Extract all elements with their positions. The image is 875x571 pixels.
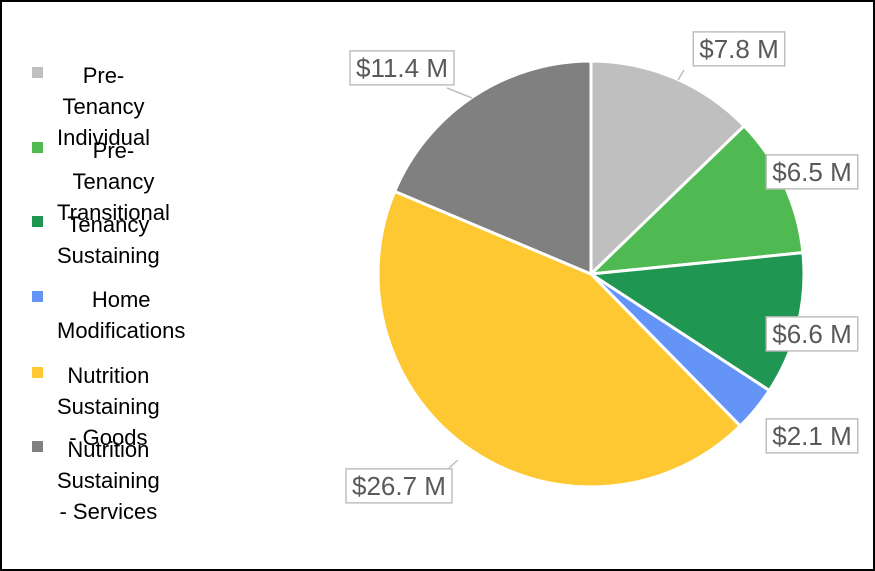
legend-swatch: [32, 291, 43, 302]
data-label: $7.8 M: [699, 34, 779, 64]
legend-item: Nutrition Sustaining - Goods: [32, 360, 160, 453]
legend-item: Home Modifications: [32, 284, 185, 346]
data-label: $6.6 M: [772, 319, 852, 349]
label-box: [349, 50, 455, 86]
legend-item: Tenancy Sustaining: [32, 209, 160, 271]
legend-label: Pre-Tenancy Transitional: [57, 138, 170, 225]
pie-slice: [589, 59, 747, 278]
pie-slice: [376, 189, 743, 489]
data-label: $11.4 M: [356, 53, 448, 83]
label-box: [765, 316, 859, 352]
legend-label: Tenancy Sustaining: [57, 212, 160, 268]
legend-label: Home Modifications: [57, 287, 186, 343]
legend-swatch: [32, 441, 43, 452]
legend-swatch: [32, 367, 43, 378]
label-box: [765, 418, 859, 454]
legend-swatch: [32, 216, 43, 227]
legend-label: Nutrition Sustaining - Goods: [57, 363, 160, 450]
pie-slice: [392, 59, 593, 277]
data-label: $6.5 M: [772, 157, 852, 187]
leader-line: [446, 87, 473, 99]
label-box: [765, 154, 859, 190]
legend-item: Pre-Tenancy Transitional: [32, 135, 170, 228]
data-label: $26.7 M: [352, 471, 446, 501]
label-box: [692, 31, 786, 67]
legend-swatch: [32, 67, 43, 78]
leader-line: [448, 459, 459, 469]
legend-label: Pre-Tenancy Individual: [57, 63, 150, 150]
legend-item: Nutrition Sustaining - Services: [32, 434, 160, 527]
legend-label: Nutrition Sustaining - Services: [57, 437, 160, 524]
legend-item: Pre-Tenancy Individual: [32, 60, 150, 153]
label-box: [345, 468, 453, 504]
data-label: $2.1 M: [772, 421, 852, 451]
legend-swatch: [32, 142, 43, 153]
leader-line: [677, 69, 685, 81]
